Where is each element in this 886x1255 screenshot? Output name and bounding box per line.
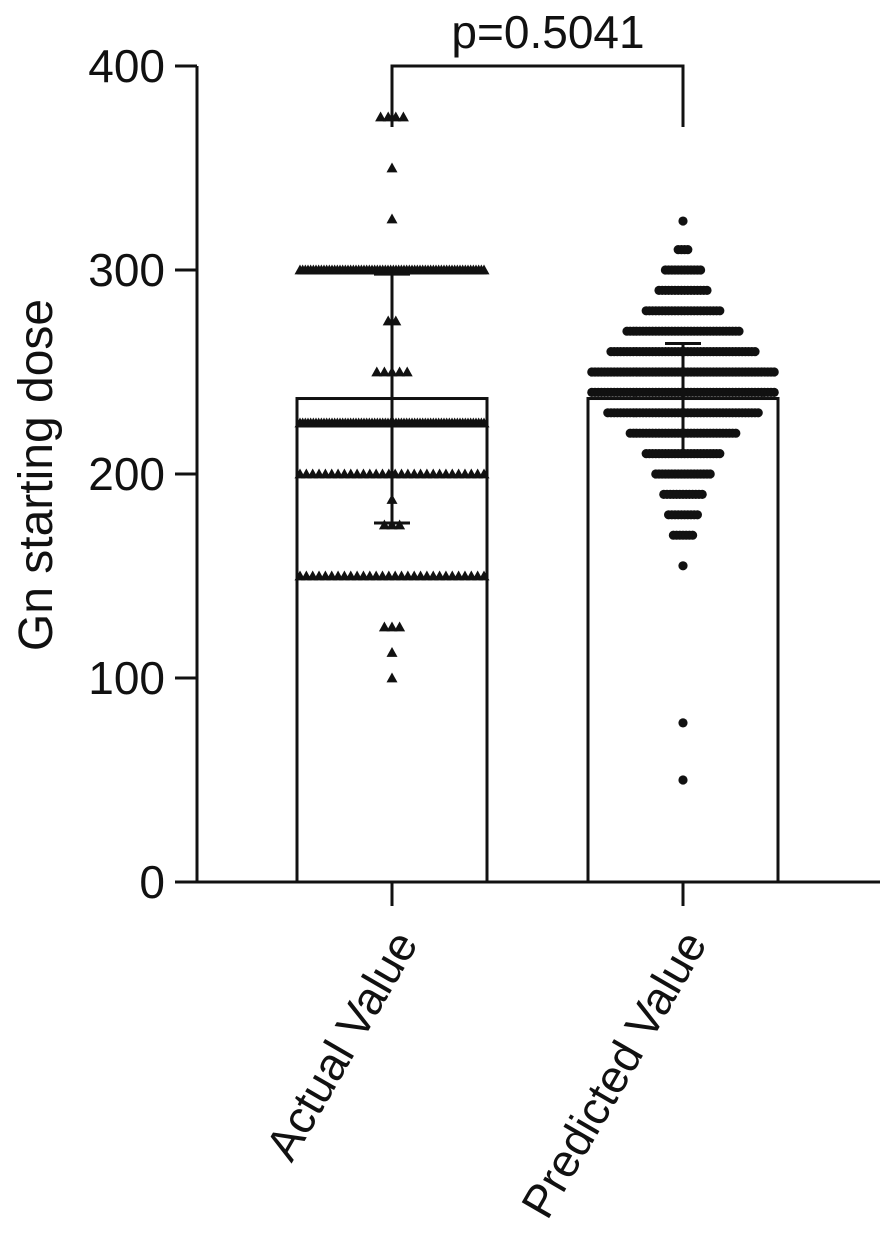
data-point-predicted: [678, 718, 688, 728]
data-point-actual: [478, 264, 490, 275]
data-point-actual: [401, 366, 413, 377]
p-value-label: p=0.5041: [451, 6, 644, 58]
data-point-predicted: [697, 489, 707, 499]
data-point-actual: [386, 647, 398, 657]
data-point-predicted: [750, 347, 760, 357]
data-point-actual: [378, 366, 390, 377]
data-point-predicted: [734, 326, 744, 336]
data-point-actual: [378, 621, 390, 632]
data-point-actual: [386, 621, 398, 632]
errorbar-layer: [374, 272, 701, 525]
data-point-actual: [386, 162, 398, 173]
data-point-predicted: [753, 408, 763, 418]
data-point-predicted: [688, 530, 698, 540]
data-point-predicted: [678, 561, 688, 571]
data-point-predicted: [769, 387, 779, 397]
data-point-actual: [386, 672, 398, 683]
y-tick-label-100: 100: [88, 652, 165, 704]
data-point-predicted: [731, 428, 741, 438]
data-point-predicted: [769, 367, 779, 377]
data-point-predicted: [715, 449, 725, 459]
data-point-actual: [394, 621, 406, 632]
points-layer: [294, 111, 779, 785]
data-point-predicted: [702, 285, 712, 295]
data-point-predicted: [678, 775, 688, 785]
data-point-actual: [478, 570, 490, 581]
y-tick-label-0: 0: [139, 856, 165, 908]
data-point-actual: [394, 366, 406, 377]
data-point-predicted: [683, 245, 693, 255]
y-axis-label: Gn starting dose: [10, 299, 63, 651]
data-point-actual: [478, 417, 490, 428]
data-point-predicted: [678, 216, 688, 226]
data-point-predicted: [715, 306, 725, 316]
data-point-predicted: [705, 469, 715, 479]
significance-bracket: [390, 64, 685, 127]
data-point-predicted: [692, 510, 703, 520]
data-point-actual: [478, 468, 490, 479]
axis-layer: 0 100 200 300 400: [88, 40, 880, 908]
y-tick-label-400: 400: [88, 40, 165, 92]
data-point-actual: [397, 111, 409, 122]
data-point-actual: [375, 111, 387, 122]
data-point-predicted: [696, 265, 706, 275]
category-label-predicted-value: Predicted Value: [511, 922, 717, 1226]
data-point-actual: [386, 213, 398, 224]
data-point-actual: [371, 366, 383, 377]
category-label-actual-value: Actual Value: [255, 922, 427, 1169]
y-tick-label-300: 300: [88, 244, 165, 296]
y-tick-label-200: 200: [88, 448, 165, 500]
bar-predicted-value: [586, 397, 780, 884]
